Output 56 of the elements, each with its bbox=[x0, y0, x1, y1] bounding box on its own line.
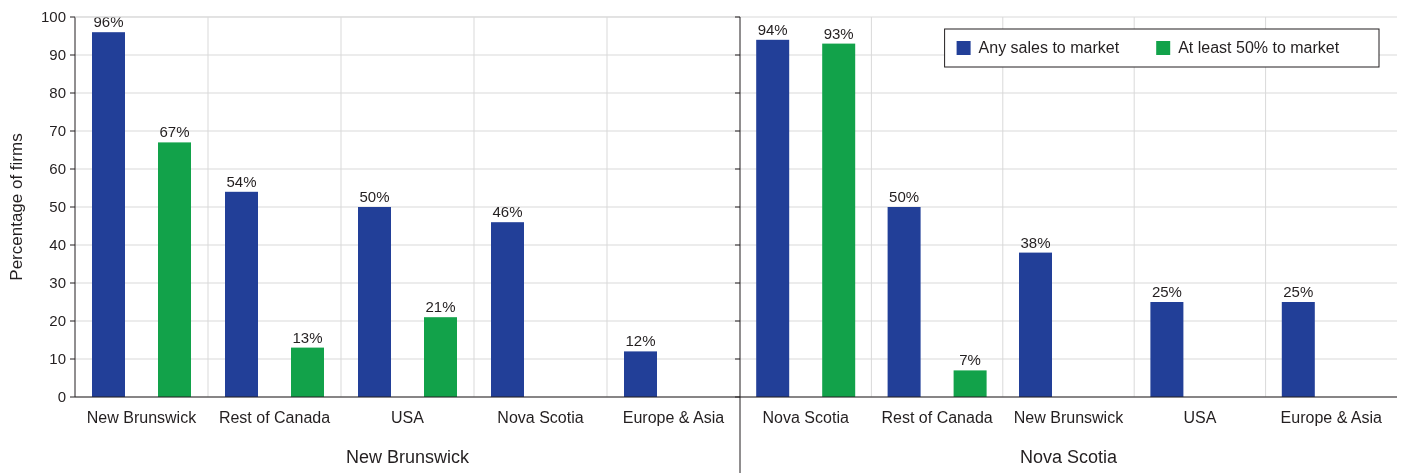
data-label: 25% bbox=[1151, 283, 1182, 300]
data-label: 12% bbox=[625, 332, 656, 350]
y-tick-label: 90 bbox=[49, 46, 66, 63]
data-label: 7% bbox=[959, 351, 981, 369]
bar bbox=[887, 207, 921, 397]
bar bbox=[756, 39, 790, 397]
data-label: 67% bbox=[159, 123, 190, 141]
data-label: 50% bbox=[359, 188, 390, 205]
y-tick-label: 0 bbox=[57, 388, 66, 405]
x-axis-title: New Brunswick bbox=[345, 447, 471, 467]
y-tick-label: 80 bbox=[49, 84, 66, 101]
y-tick-label: 50 bbox=[49, 198, 66, 215]
data-label: 46% bbox=[492, 203, 523, 221]
x-tick-label: Nova Scotia bbox=[762, 409, 849, 426]
y-tick-label: 30 bbox=[49, 274, 66, 291]
bar bbox=[291, 347, 324, 397]
bar bbox=[424, 317, 457, 397]
bar bbox=[491, 222, 524, 397]
bar bbox=[225, 191, 258, 397]
x-tick-label: New Brunswick bbox=[1013, 409, 1125, 426]
y-tick-label: 70 bbox=[49, 122, 66, 139]
bar bbox=[1150, 302, 1184, 397]
data-label: 94% bbox=[757, 20, 788, 38]
legend-label: At least 50% to market bbox=[1178, 39, 1340, 56]
x-tick-label: USA bbox=[391, 409, 425, 426]
x-tick-label: USA bbox=[1183, 409, 1217, 426]
bar bbox=[1019, 252, 1052, 397]
data-label: 96% bbox=[93, 13, 124, 31]
x-tick-label: Rest of Canada bbox=[881, 409, 993, 426]
data-label: 13% bbox=[292, 328, 323, 346]
y-tick-label: 40 bbox=[49, 236, 66, 253]
bar bbox=[624, 351, 657, 397]
bar bbox=[822, 43, 856, 397]
bar bbox=[1281, 302, 1315, 397]
data-label: 25% bbox=[1283, 283, 1314, 300]
data-label: 50% bbox=[889, 188, 920, 205]
bar bbox=[158, 142, 191, 397]
data-label: 54% bbox=[226, 172, 257, 190]
x-tick-label: Europe & Asia bbox=[1280, 409, 1383, 426]
bar bbox=[358, 207, 391, 397]
data-label: 21% bbox=[425, 298, 456, 316]
x-tick-label: Nova Scotia bbox=[497, 409, 584, 426]
data-label: 38% bbox=[1020, 233, 1051, 251]
x-tick-label: Europe & Asia bbox=[622, 409, 725, 426]
x-tick-label: New Brunswick bbox=[86, 409, 198, 426]
bar bbox=[92, 32, 125, 397]
y-tick-label: 20 bbox=[49, 312, 66, 329]
data-label: 93% bbox=[823, 24, 854, 42]
y-tick-label: 10 bbox=[49, 350, 66, 367]
x-tick-label: Rest of Canada bbox=[218, 409, 331, 426]
y-tick-label: 100 bbox=[40, 8, 66, 25]
legend-label: Any sales to market bbox=[978, 39, 1120, 56]
y-axis-title: Percentage of firms bbox=[7, 133, 26, 281]
y-tick-label: 60 bbox=[49, 160, 66, 177]
bar bbox=[953, 370, 987, 397]
x-axis-title: Nova Scotia bbox=[1019, 447, 1119, 467]
